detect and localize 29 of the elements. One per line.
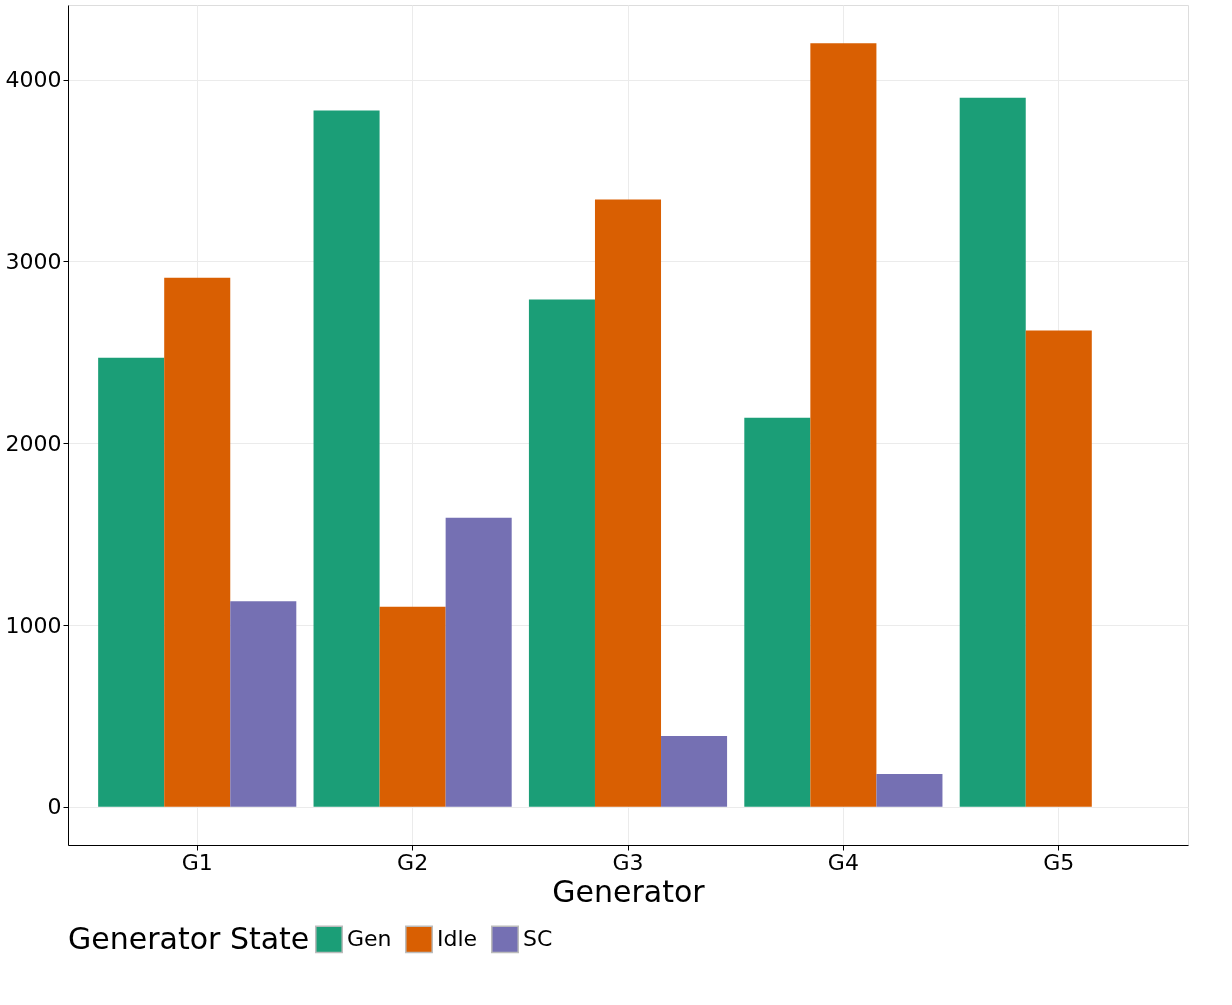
y-tick-label: 0 (47, 794, 62, 820)
legend-label: Gen (347, 926, 392, 952)
x-axis-title: Generator (552, 873, 706, 909)
bar (594, 199, 662, 807)
bar (230, 601, 297, 807)
x-tick-label: G3 (612, 849, 644, 875)
bar (661, 735, 728, 807)
bar (959, 97, 1026, 807)
bar (528, 299, 595, 807)
y-tick-label: 1000 (5, 612, 62, 638)
bar (1025, 330, 1092, 807)
bar (810, 43, 877, 807)
bar (98, 357, 165, 807)
x-tick-label: G5 (1043, 849, 1075, 875)
y-tick-label: 4000 (5, 67, 62, 93)
legend-label: Idle (437, 926, 478, 952)
x-tick-label: G2 (397, 849, 429, 875)
y-tick-label: 2000 (5, 430, 62, 456)
bar (445, 517, 512, 807)
bar (744, 417, 811, 807)
x-tick-label: G1 (181, 849, 213, 875)
legend-label: SC (523, 926, 553, 952)
bar (313, 110, 380, 807)
x-tick-label: G4 (827, 849, 859, 875)
y-tick-label: 3000 (5, 248, 62, 274)
bar (379, 606, 446, 807)
legend-title: Generator State (68, 921, 310, 956)
bar (876, 774, 943, 807)
bar (164, 277, 231, 807)
